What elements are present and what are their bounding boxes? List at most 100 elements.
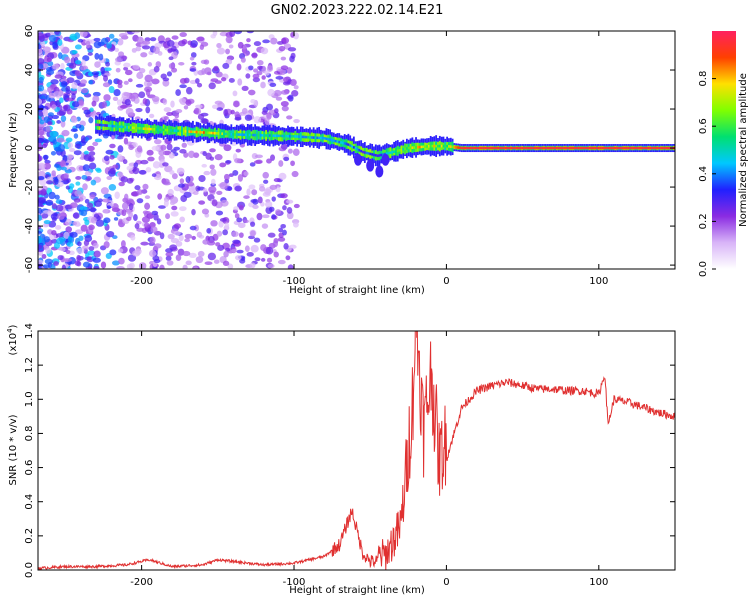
colorbar-ticks: 0.0 0.2 0.4 0.6 0.8 [698,71,716,277]
noise-speckle [189,56,195,61]
noise-speckle [293,118,300,124]
noise-speckle [84,219,90,226]
ridge-core [215,132,218,135]
ridge-core [334,139,337,143]
noise-speckle [163,199,169,207]
ridge-core [188,130,191,133]
x-tick-label: -200 [130,276,153,287]
noise-speckle [191,235,196,240]
noise-speckle [168,152,175,159]
ridge-core [612,146,615,150]
noise-speckle [280,223,286,229]
noise-speckle [113,88,121,97]
noise-speckle [79,31,88,38]
noise-speckle [124,193,129,202]
noise-speckle [135,83,144,88]
noise-speckle [53,261,59,266]
noise-speckle [80,65,87,71]
noise-speckle [253,237,261,243]
noise-speckle [195,78,200,84]
noise-speckle [162,77,170,82]
noise-speckle [286,199,294,204]
noise-speckle [71,93,76,100]
ridge-core [201,131,203,134]
noise-speckle [286,115,293,120]
noise-speckle [87,250,96,256]
noise-speckle [135,46,142,52]
noise-speckle [92,242,99,249]
noise-speckle [50,213,59,220]
noise-speckle [219,217,227,222]
noise-speckle [171,35,179,40]
noise-speckle [73,212,80,219]
ridge-core [457,146,459,149]
noise-speckle [65,137,73,143]
ridge-core [234,133,236,136]
noise-speckle [84,171,92,176]
noise-speckle [223,144,232,152]
colorbar-gradient [712,31,736,269]
noise-speckle [175,109,183,114]
noise-speckle [275,96,283,101]
ridge-core [438,144,441,148]
ridge-core [398,149,401,152]
noise-speckle [202,188,208,193]
noise-speckle [211,104,219,110]
noise-speckle [55,225,62,230]
noise-speckle [170,100,175,108]
noise-speckle [134,185,141,191]
noise-speckle [241,85,249,91]
ridge-core [572,146,575,150]
noise-speckle [112,96,119,101]
ridge-core [349,144,352,147]
ridge-core [627,146,630,150]
noise-speckle [157,193,163,200]
noise-speckle [173,223,181,229]
noise-speckle [225,36,233,44]
ridge-core [585,146,588,150]
ridge-core [248,133,251,137]
noise-speckle [163,107,172,113]
noise-speckle [43,139,50,144]
noise-speckle [231,248,237,253]
noise-speckle [88,246,95,251]
ridge-core [577,146,580,150]
noise-speckle [74,229,84,235]
ridge-core [232,133,235,136]
ridge-core [268,134,271,137]
noise-speckle [63,105,68,111]
y-tick-label: 0.4 [24,494,35,510]
ridge-core [360,149,363,153]
ridge-core [444,144,447,148]
noise-speckle [100,261,107,269]
ridge-core [184,130,187,133]
noise-speckle [79,206,88,211]
ridge-core [213,131,216,135]
noise-speckle [82,164,90,172]
noise-speckle [126,177,134,184]
ridge-core [131,126,134,130]
noise-speckle [196,36,205,42]
noise-speckle [60,247,66,252]
ridge-core [257,133,260,137]
spectrogram-x-label: Height of straight line (km) [289,285,425,296]
ridge-core [338,140,341,144]
noise-speckle [153,46,160,55]
noise-speckle [287,94,294,102]
noise-speckle [61,264,67,269]
ridge-core [290,134,293,138]
noise-speckle [146,82,153,87]
noise-speckle [248,235,255,240]
noise-speckle [252,73,260,79]
ridge-core [126,125,128,129]
noise-speckle [74,44,82,50]
noise-speckle [46,57,52,63]
ridge-core [619,146,622,150]
ridge-core [208,131,211,135]
noise-speckle [65,226,73,233]
snr-x-axis: -200 -100 0 100 [130,331,608,588]
ridge-core [469,146,472,150]
noise-speckle [81,59,86,67]
noise-speckle [216,230,223,237]
